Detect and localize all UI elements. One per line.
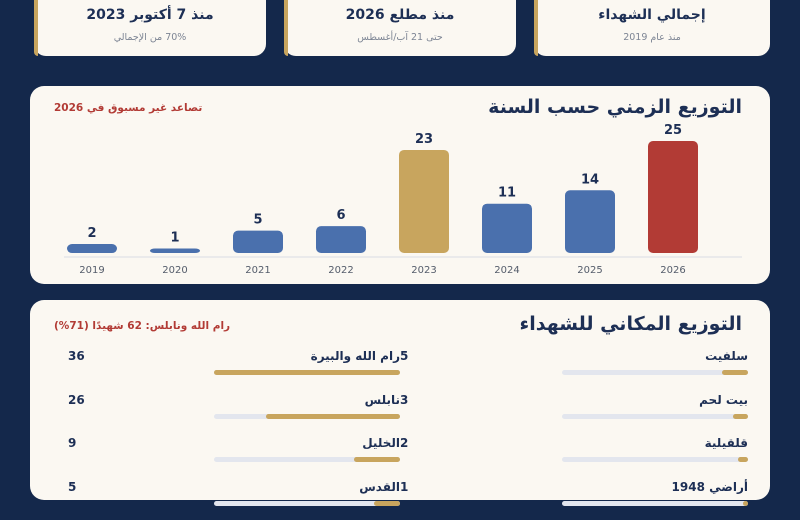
stat-card-total: إجمالي الشهداء منذ عام 2019 <box>534 0 770 56</box>
place-bar-fill <box>214 370 400 375</box>
bar-2024 <box>482 203 532 253</box>
yearly-chart-title: التوزيع الزمني حسب السنة <box>488 96 742 118</box>
yearly-distribution-panel: التوزيع الزمني حسب السنة تصاعد غير مسبوق… <box>30 86 770 284</box>
place-count: 36 <box>68 349 85 363</box>
stat-value: منذ مطلع 2026 <box>345 7 455 23</box>
place-row: القدس 5 <box>68 480 400 520</box>
place-bar-track <box>214 501 400 506</box>
x-tick-label: 2023 <box>411 265 436 276</box>
bar-2023 <box>399 149 449 253</box>
stat-subtitle: حتى 21 آب/أغسطس <box>357 32 443 43</box>
place-count: 5 <box>400 349 409 363</box>
place-bar-track <box>214 414 400 419</box>
stat-value: منذ 7 أكتوبر 2023 <box>86 7 214 23</box>
bar-value-label: 14 <box>581 172 599 187</box>
stat-subtitle: 70% من الإجمالي <box>113 32 187 43</box>
place-row: الخليل 9 <box>68 436 400 476</box>
stat-card-2026: منذ مطلع 2026 حتى 21 آب/أغسطس <box>284 0 516 56</box>
place-name: نابلس <box>364 393 400 407</box>
place-name: القدس <box>359 480 400 494</box>
place-bar-track <box>562 370 748 375</box>
place-row: قلقيلية 2 <box>400 436 748 476</box>
stat-card-since-oct7: منذ 7 أكتوبر 2023 70% من الإجمالي <box>34 0 266 56</box>
bar-value-label: 2 <box>87 226 96 241</box>
place-row: رام الله والبيرة 36 <box>68 349 400 389</box>
place-bar-track <box>214 370 400 375</box>
place-bar-track <box>562 457 748 462</box>
bar-value-label: 6 <box>336 208 345 223</box>
stat-subtitle: منذ عام 2019 <box>623 32 681 43</box>
bar-2026 <box>648 141 698 253</box>
bar-value-label: 23 <box>415 132 433 147</box>
x-tick-label: 2019 <box>79 265 104 276</box>
yearly-bar-chart: 2 2019 1 2020 5 2021 6 2022 23 2023 11 2024 14 2025 25… <box>64 123 742 276</box>
bar-2025 <box>565 190 615 253</box>
place-bar-track <box>562 501 748 506</box>
place-row: سلفيت 5 <box>400 349 748 389</box>
place-bar-track <box>562 414 748 419</box>
place-count: 9 <box>68 436 77 450</box>
place-bar-fill <box>353 457 400 462</box>
place-bar-fill <box>722 370 748 375</box>
place-name: قلقيلية <box>704 436 748 450</box>
bar-2021 <box>233 230 283 253</box>
stat-cards: إجمالي الشهداء منذ عام 2019 منذ مطلع 202… <box>0 0 800 58</box>
bar-value-label: 5 <box>253 213 262 228</box>
place-row: نابلس 26 <box>68 393 400 433</box>
place-name: سلفيت <box>705 349 748 363</box>
bar-value-label: 11 <box>498 186 516 201</box>
places-chart-note: رام الله ونابلس: 62 شهيدًا (71%) <box>54 320 231 332</box>
place-bar-fill <box>265 414 400 419</box>
place-name: أراضي 1948 <box>671 480 748 494</box>
place-name: رام الله والبيرة <box>310 349 400 363</box>
bar-value-label: 25 <box>664 123 682 138</box>
place-name: الخليل <box>362 436 400 450</box>
place-count: 1 <box>400 480 409 494</box>
place-bar-fill <box>742 501 748 506</box>
place-name: بيت لحم <box>699 393 748 407</box>
place-bar-track <box>214 457 400 462</box>
x-tick-label: 2022 <box>328 265 353 276</box>
place-bar-fill <box>732 414 748 419</box>
place-count: 2 <box>400 436 409 450</box>
place-count: 5 <box>68 480 77 494</box>
place-row: أراضي 1948 1 <box>400 480 748 520</box>
x-tick-label: 2024 <box>494 265 519 276</box>
place-count: 3 <box>400 393 409 407</box>
place-bar-fill <box>374 501 400 506</box>
bar-2022 <box>316 226 366 253</box>
x-tick-label: 2020 <box>162 265 187 276</box>
x-tick-label: 2025 <box>577 265 602 276</box>
x-tick-label: 2021 <box>245 265 270 276</box>
place-row: بيت لحم 3 <box>400 393 748 433</box>
place-bar-fill <box>737 457 748 462</box>
geographic-distribution-panel: التوزيع المكاني للشهداء رام الله ونابلس:… <box>30 300 770 506</box>
place-count: 26 <box>68 393 85 407</box>
yearly-chart-note: تصاعد غير مسبوق في 2026 <box>54 102 203 114</box>
places-chart-title: التوزيع المكاني للشهداء <box>519 313 743 335</box>
bar-value-label: 1 <box>170 231 179 246</box>
x-tick-label: 2026 <box>660 265 685 276</box>
bar-2019 <box>67 244 117 253</box>
stat-value: إجمالي الشهداء <box>598 7 706 23</box>
bar-2020 <box>150 248 200 253</box>
